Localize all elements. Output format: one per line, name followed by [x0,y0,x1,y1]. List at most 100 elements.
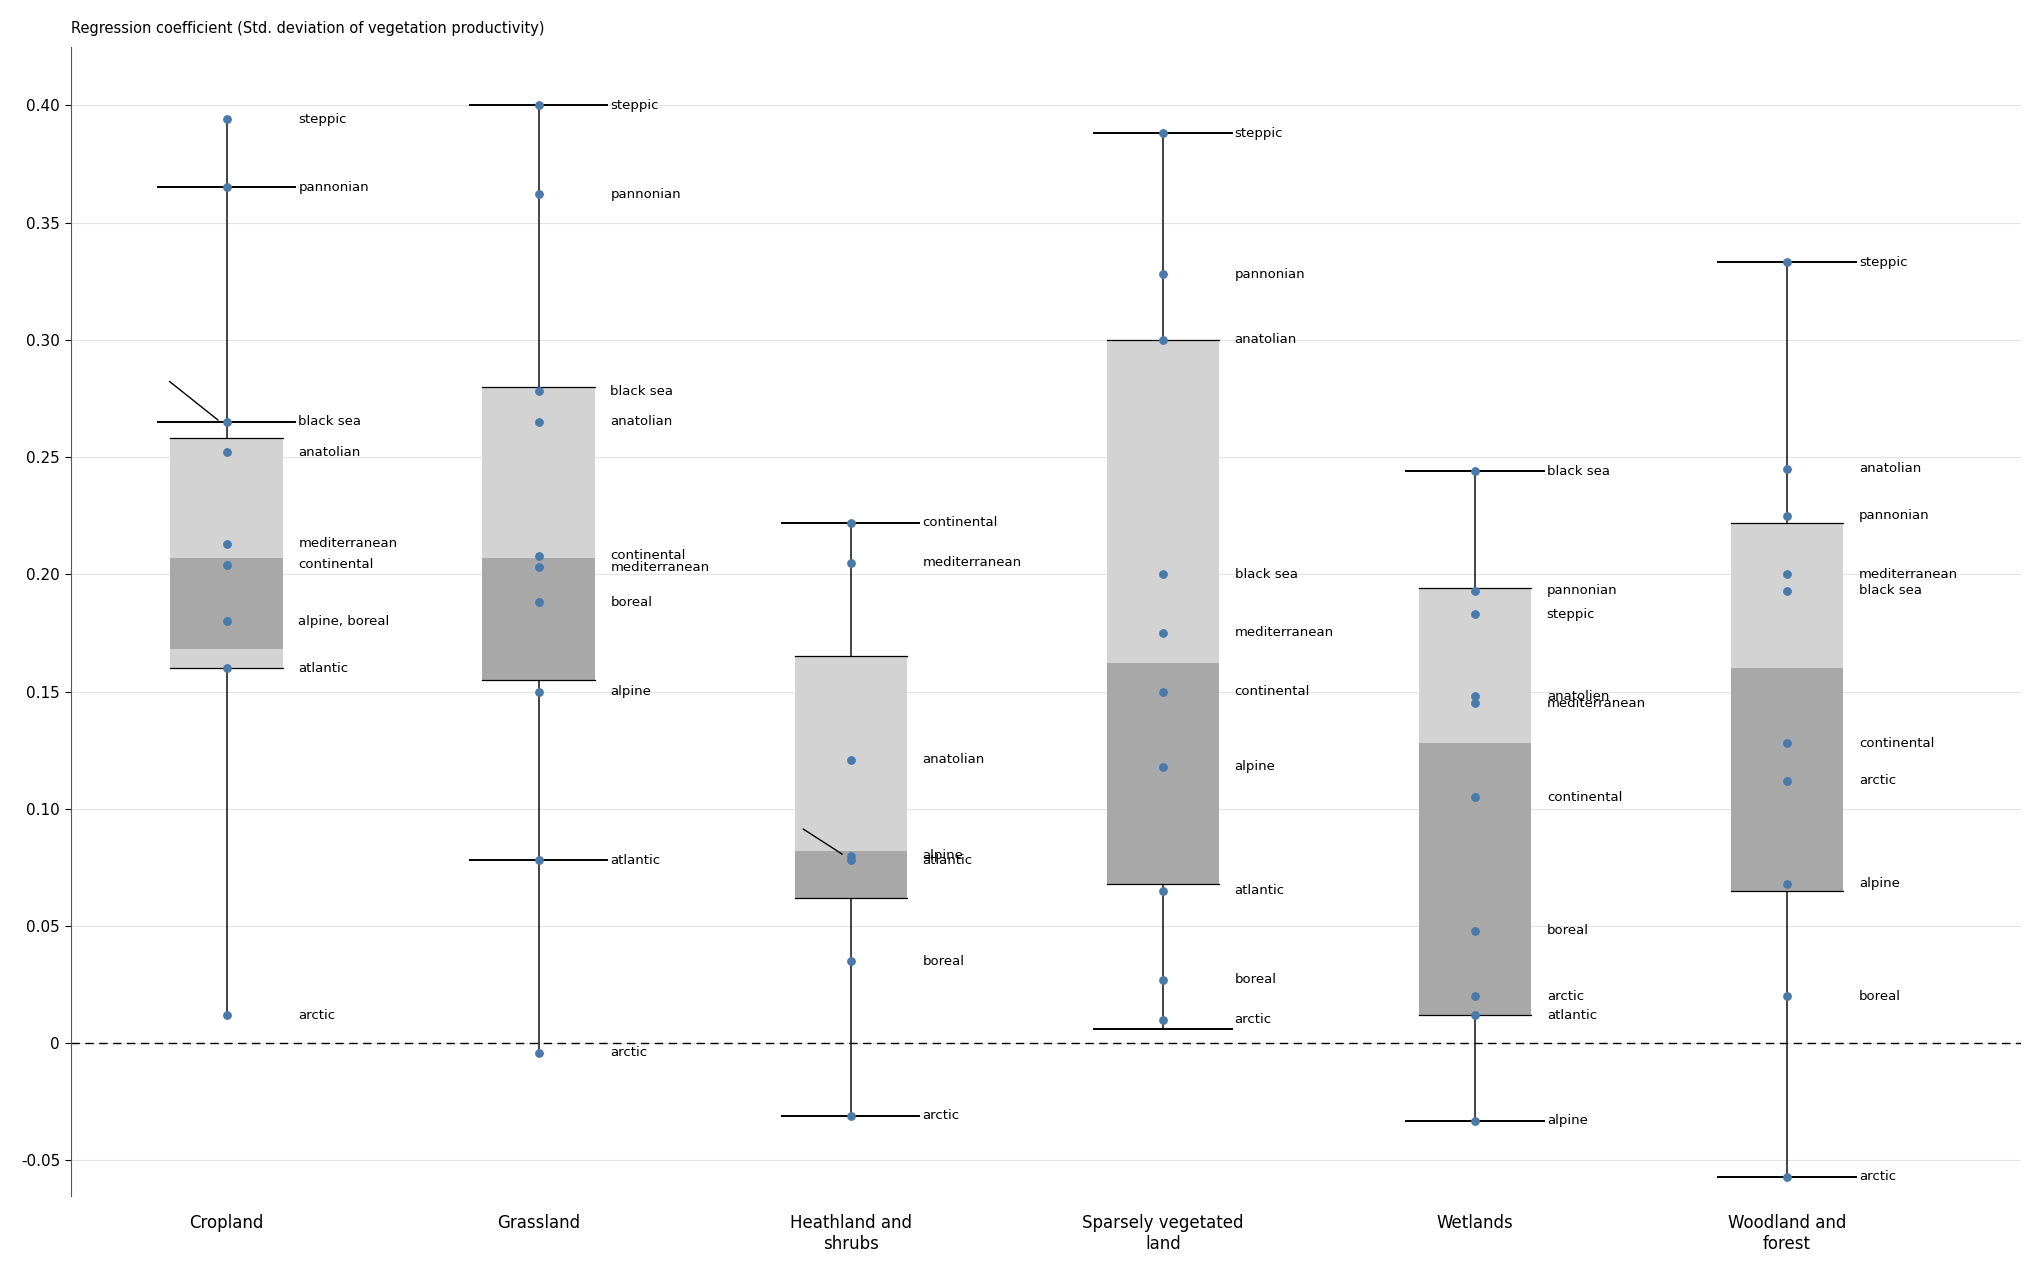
Point [210,177,243,197]
Point [835,512,868,533]
Text: alpine, boreal: alpine, boreal [298,614,390,628]
Point [210,1005,243,1026]
Text: alpine: alpine [923,850,964,862]
Point [1770,564,1803,585]
Text: alpine: alpine [1235,761,1276,773]
Bar [482,387,594,680]
Point [1770,874,1803,894]
Text: arctic: arctic [298,1009,335,1022]
Text: boreal: boreal [1235,973,1276,986]
Text: black sea: black sea [1235,568,1297,581]
Text: mediterranean: mediterranean [298,538,398,550]
Text: boreal: boreal [1858,990,1901,1003]
Text: atlantic: atlantic [1546,1009,1597,1022]
Point [210,442,243,462]
Point [523,592,555,613]
Point [1146,970,1178,990]
Point [523,850,555,870]
Bar [169,558,282,650]
Text: atlantic: atlantic [1235,884,1284,897]
Point [1458,1005,1491,1026]
Text: arctic: arctic [1858,1171,1895,1184]
Text: anatolian: anatolian [1858,462,1922,475]
Point [1146,880,1178,901]
Point [1770,252,1803,273]
Text: arctic: arctic [1858,775,1895,787]
Text: mediterranean: mediterranean [1546,697,1646,710]
Point [835,950,868,971]
Bar [1732,522,1844,891]
Text: arctic: arctic [1546,990,1585,1003]
Text: pannonian: pannonian [1235,268,1305,280]
Text: arctic: arctic [923,1110,960,1122]
Point [523,545,555,566]
Text: continental: continental [611,549,686,562]
Point [523,96,555,116]
Bar [1732,668,1844,891]
Text: black sea: black sea [298,415,361,428]
Text: continental: continental [1235,685,1311,698]
Text: mediterranean: mediterranean [1235,627,1333,640]
Bar [1419,743,1532,1015]
Text: anatolian: anatolian [298,446,361,459]
Text: alpine: alpine [611,685,651,698]
Text: steppic: steppic [1858,256,1907,269]
Text: black sea: black sea [611,385,674,397]
Point [1146,124,1178,144]
Text: pannonian: pannonian [611,189,682,201]
Point [835,553,868,573]
Text: pannonian: pannonian [1858,510,1930,522]
Text: continental: continental [298,558,374,572]
Bar [1419,589,1532,1015]
Text: mediterranean: mediterranean [611,561,709,573]
Point [523,682,555,702]
Point [1146,682,1178,702]
Text: continental: continental [923,516,999,529]
Point [1458,693,1491,713]
Point [210,412,243,432]
Text: boreal: boreal [1546,924,1589,938]
Point [1146,564,1178,585]
Point [210,554,243,575]
Point [1458,921,1491,941]
Bar [794,656,907,898]
Text: arctic: arctic [611,1046,647,1059]
Point [1770,771,1803,791]
Point [835,1106,868,1126]
Point [523,1042,555,1063]
Point [835,846,868,866]
Text: black sea: black sea [1546,465,1609,478]
Point [523,412,555,432]
Text: alpine: alpine [1858,878,1899,891]
Text: mediterranean: mediterranean [923,555,1021,569]
Point [1146,264,1178,284]
Text: pannonian: pannonian [298,181,370,194]
Point [210,110,243,130]
Point [523,381,555,401]
Point [1146,330,1178,350]
Text: anatolien: anatolien [1546,689,1609,703]
Text: atlantic: atlantic [611,854,660,866]
Point [210,612,243,632]
Text: Regression coefficient (Std. deviation of vegetation productivity): Regression coefficient (Std. deviation o… [71,20,543,36]
Point [1770,459,1803,479]
Text: anatolian: anatolian [611,415,672,428]
Text: anatolian: anatolian [923,753,984,766]
Bar [1107,340,1219,884]
Point [835,749,868,769]
Text: black sea: black sea [1858,585,1922,598]
Text: pannonian: pannonian [1546,585,1617,598]
Text: atlantic: atlantic [298,661,349,674]
Text: steppic: steppic [298,113,347,126]
Point [523,185,555,205]
Text: arctic: arctic [1235,1013,1272,1027]
Text: continental: continental [1858,736,1934,749]
Point [1770,986,1803,1006]
Point [1458,685,1491,706]
Text: boreal: boreal [611,596,653,609]
Point [1770,1167,1803,1187]
Point [1146,757,1178,777]
Point [1458,604,1491,624]
Text: alpine: alpine [1546,1113,1587,1127]
Point [835,850,868,870]
